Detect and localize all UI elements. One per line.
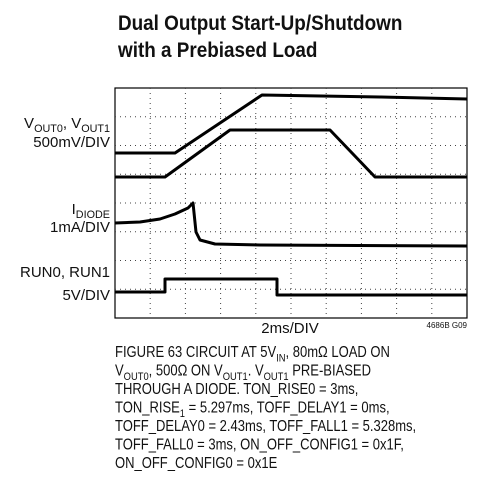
text-run: PRE-BIASED — [289, 363, 371, 380]
text-run: TOFF_FALL0 = 3ms, ON_OFF_CONFIG1 = 0x1F, — [115, 437, 404, 454]
title-line: with a Prebiased Load — [117, 39, 317, 62]
text-run: = 5.297ms, TOFF_DELAY1 = 0ms, — [185, 400, 390, 417]
trace-label: VOUT0, VOUT1 — [24, 115, 110, 135]
subscript: OUT1 — [81, 123, 110, 135]
run-trace — [115, 277, 467, 297]
text-run: TOFF_DELAY0 = 2.43ms, TOFF_FALL1 = 5.328… — [115, 418, 416, 435]
caption-line: VOUT0, 500Ω ON VOUT1. VOUT1 PRE-BIASED — [115, 363, 371, 384]
subscript: OUT0 — [34, 123, 63, 135]
text-run: V — [115, 363, 124, 380]
subscript: DIODE — [76, 209, 110, 221]
caption-line: TOFF_DELAY0 = 2.43ms, TOFF_FALL1 = 5.328… — [115, 418, 416, 435]
trace-scale: 1mA/DIV — [50, 219, 110, 236]
figure-id: 4686B G09 — [427, 321, 468, 330]
trace-scale: 500mV/DIV — [33, 134, 110, 151]
text-run: . V — [248, 363, 264, 380]
idiode-trace — [114, 201, 468, 248]
text-run: TON_RISE — [115, 400, 180, 417]
text-run: , V — [63, 115, 81, 132]
subscript: 1 — [180, 408, 185, 420]
text-run: V — [24, 115, 34, 132]
grid — [115, 88, 467, 318]
text-run: , 500Ω ON V — [149, 363, 223, 380]
title-line: Dual Output Start-Up/Shutdown — [118, 12, 402, 35]
vout0-trace — [115, 128, 467, 179]
caption-line: TOFF_FALL0 = 3ms, ON_OFF_CONFIG1 = 0x1F, — [115, 437, 404, 454]
text-run: THROUGH A DIODE. TON_RISE0 = 3ms, — [115, 381, 358, 398]
text-run: FIGURE 63 CIRCUIT AT 5V — [115, 344, 277, 361]
subscript: OUT0 — [124, 371, 149, 383]
caption-line: TON_RISE1 = 5.297ms, TOFF_DELAY1 = 0ms, — [115, 400, 390, 421]
text-run: RUN0, RUN1 — [20, 264, 110, 281]
x-scale: 2ms/DIV — [261, 320, 319, 337]
vout1-trace — [115, 93, 468, 155]
caption: FIGURE 63 CIRCUIT AT 5VIN, 80mΩ LOAD ONV… — [115, 344, 416, 472]
subscript: IN — [276, 353, 285, 365]
text-run: , 80mΩ LOAD ON — [286, 344, 390, 361]
trace-label: RUN0, RUN1 — [20, 264, 110, 281]
subscript: OUT1 — [223, 371, 248, 383]
trace-scale: 5V/DIV — [62, 287, 110, 304]
caption-line: FIGURE 63 CIRCUIT AT 5VIN, 80mΩ LOAD ON — [115, 344, 390, 365]
caption-line: THROUGH A DIODE. TON_RISE0 = 3ms, — [115, 381, 358, 398]
title: Dual Output Start-Up/Shutdown with a Preb… — [117, 12, 402, 62]
text-run: I — [72, 201, 76, 218]
caption-line: ON_OFF_CONFIG0 = 0x1E — [115, 455, 277, 472]
text-run: ON_OFF_CONFIG0 = 0x1E — [115, 455, 277, 472]
trace-label: IDIODE — [72, 201, 110, 221]
subscript: OUT1 — [264, 371, 289, 383]
